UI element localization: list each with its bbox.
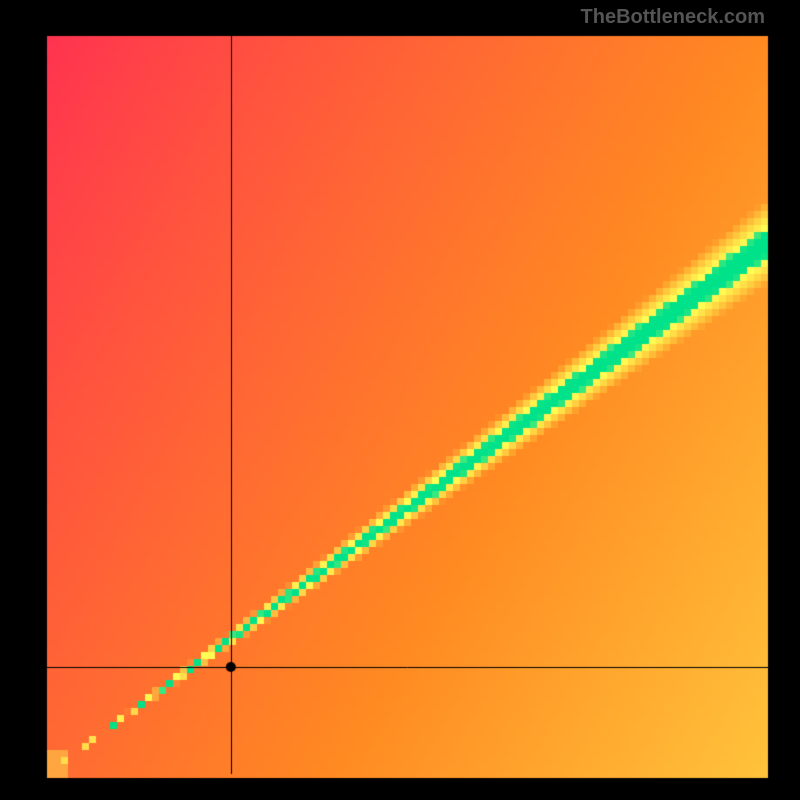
watermark-label: TheBottleneck.com bbox=[581, 6, 765, 29]
heatmap-canvas bbox=[0, 0, 800, 800]
chart-container: TheBottleneck.com bbox=[0, 0, 800, 800]
